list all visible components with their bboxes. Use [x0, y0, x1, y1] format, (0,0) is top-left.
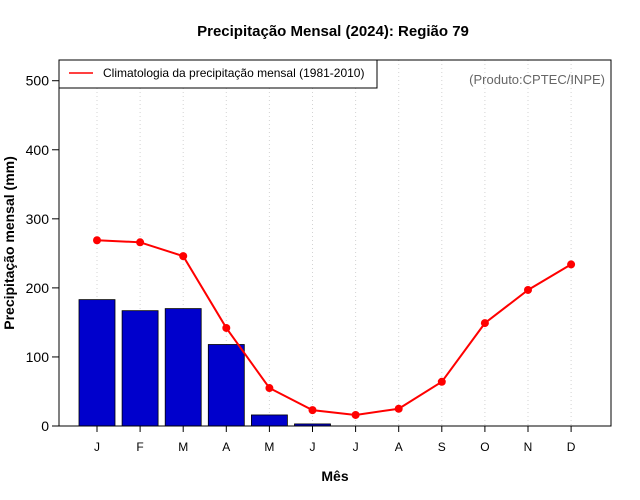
x-tick-label-5: M	[264, 440, 274, 454]
x-tick-label-1: J	[94, 440, 100, 454]
climatology-point-3	[179, 252, 188, 261]
legend-label: Climatologia da precipitação mensal (198…	[103, 66, 364, 80]
y-axis-title: Precipitação mensal (mm)	[1, 156, 17, 330]
climatology-line	[93, 236, 576, 419]
climatology-point-2	[136, 238, 145, 247]
x-tick-label-11: N	[524, 440, 533, 454]
x-tick-label-7: J	[353, 440, 359, 454]
legend: Climatologia da precipitação mensal (198…	[58, 59, 378, 89]
y-tick-label-500: 500	[26, 73, 50, 89]
bars	[78, 299, 331, 427]
bar-1	[78, 299, 116, 427]
x-tick-label-10: O	[480, 440, 489, 454]
y-tick-label-300: 300	[26, 211, 50, 227]
x-tick-label-8: A	[395, 440, 403, 454]
climatology-point-9	[437, 377, 446, 386]
bar-3	[164, 308, 202, 427]
bar-5	[250, 414, 288, 427]
x-tick-label-4: A	[222, 440, 230, 454]
climatology-point-1	[93, 236, 101, 245]
x-tick-label-9: S	[438, 440, 446, 454]
chart-title: Precipitação Mensal (2024): Região 79	[197, 23, 469, 40]
climatology-point-12	[567, 260, 576, 269]
x-tick-label-2: F	[136, 440, 143, 454]
bar-2	[121, 310, 159, 427]
climatology-point-10	[480, 319, 489, 328]
climatology-point-11	[524, 285, 532, 294]
climatology-point-5	[265, 384, 274, 393]
x-tick-label-3: M	[178, 440, 188, 454]
x-axis-title: Mês	[321, 468, 348, 484]
y-tick-label-0: 0	[41, 418, 49, 434]
y-tick-label-400: 400	[26, 142, 50, 158]
axes: 0 100 200 300 400 500 J F M A M J J A S O N D	[26, 73, 576, 454]
y-tick-label-100: 100	[26, 349, 50, 365]
climatology-point-7	[351, 410, 360, 419]
legend-box	[58, 59, 378, 89]
product-credit: (Produto:CPTEC/INPE)	[469, 72, 605, 87]
climatology-polyline	[96, 239, 572, 416]
climatology-point-6	[308, 406, 317, 415]
climatology-point-4	[222, 323, 231, 332]
y-tick-label-200: 200	[26, 280, 50, 296]
x-tick-label-6: J	[310, 440, 316, 454]
climatology-point-8	[394, 404, 403, 413]
bar-4	[207, 344, 245, 427]
x-tick-label-12: D	[567, 440, 576, 454]
